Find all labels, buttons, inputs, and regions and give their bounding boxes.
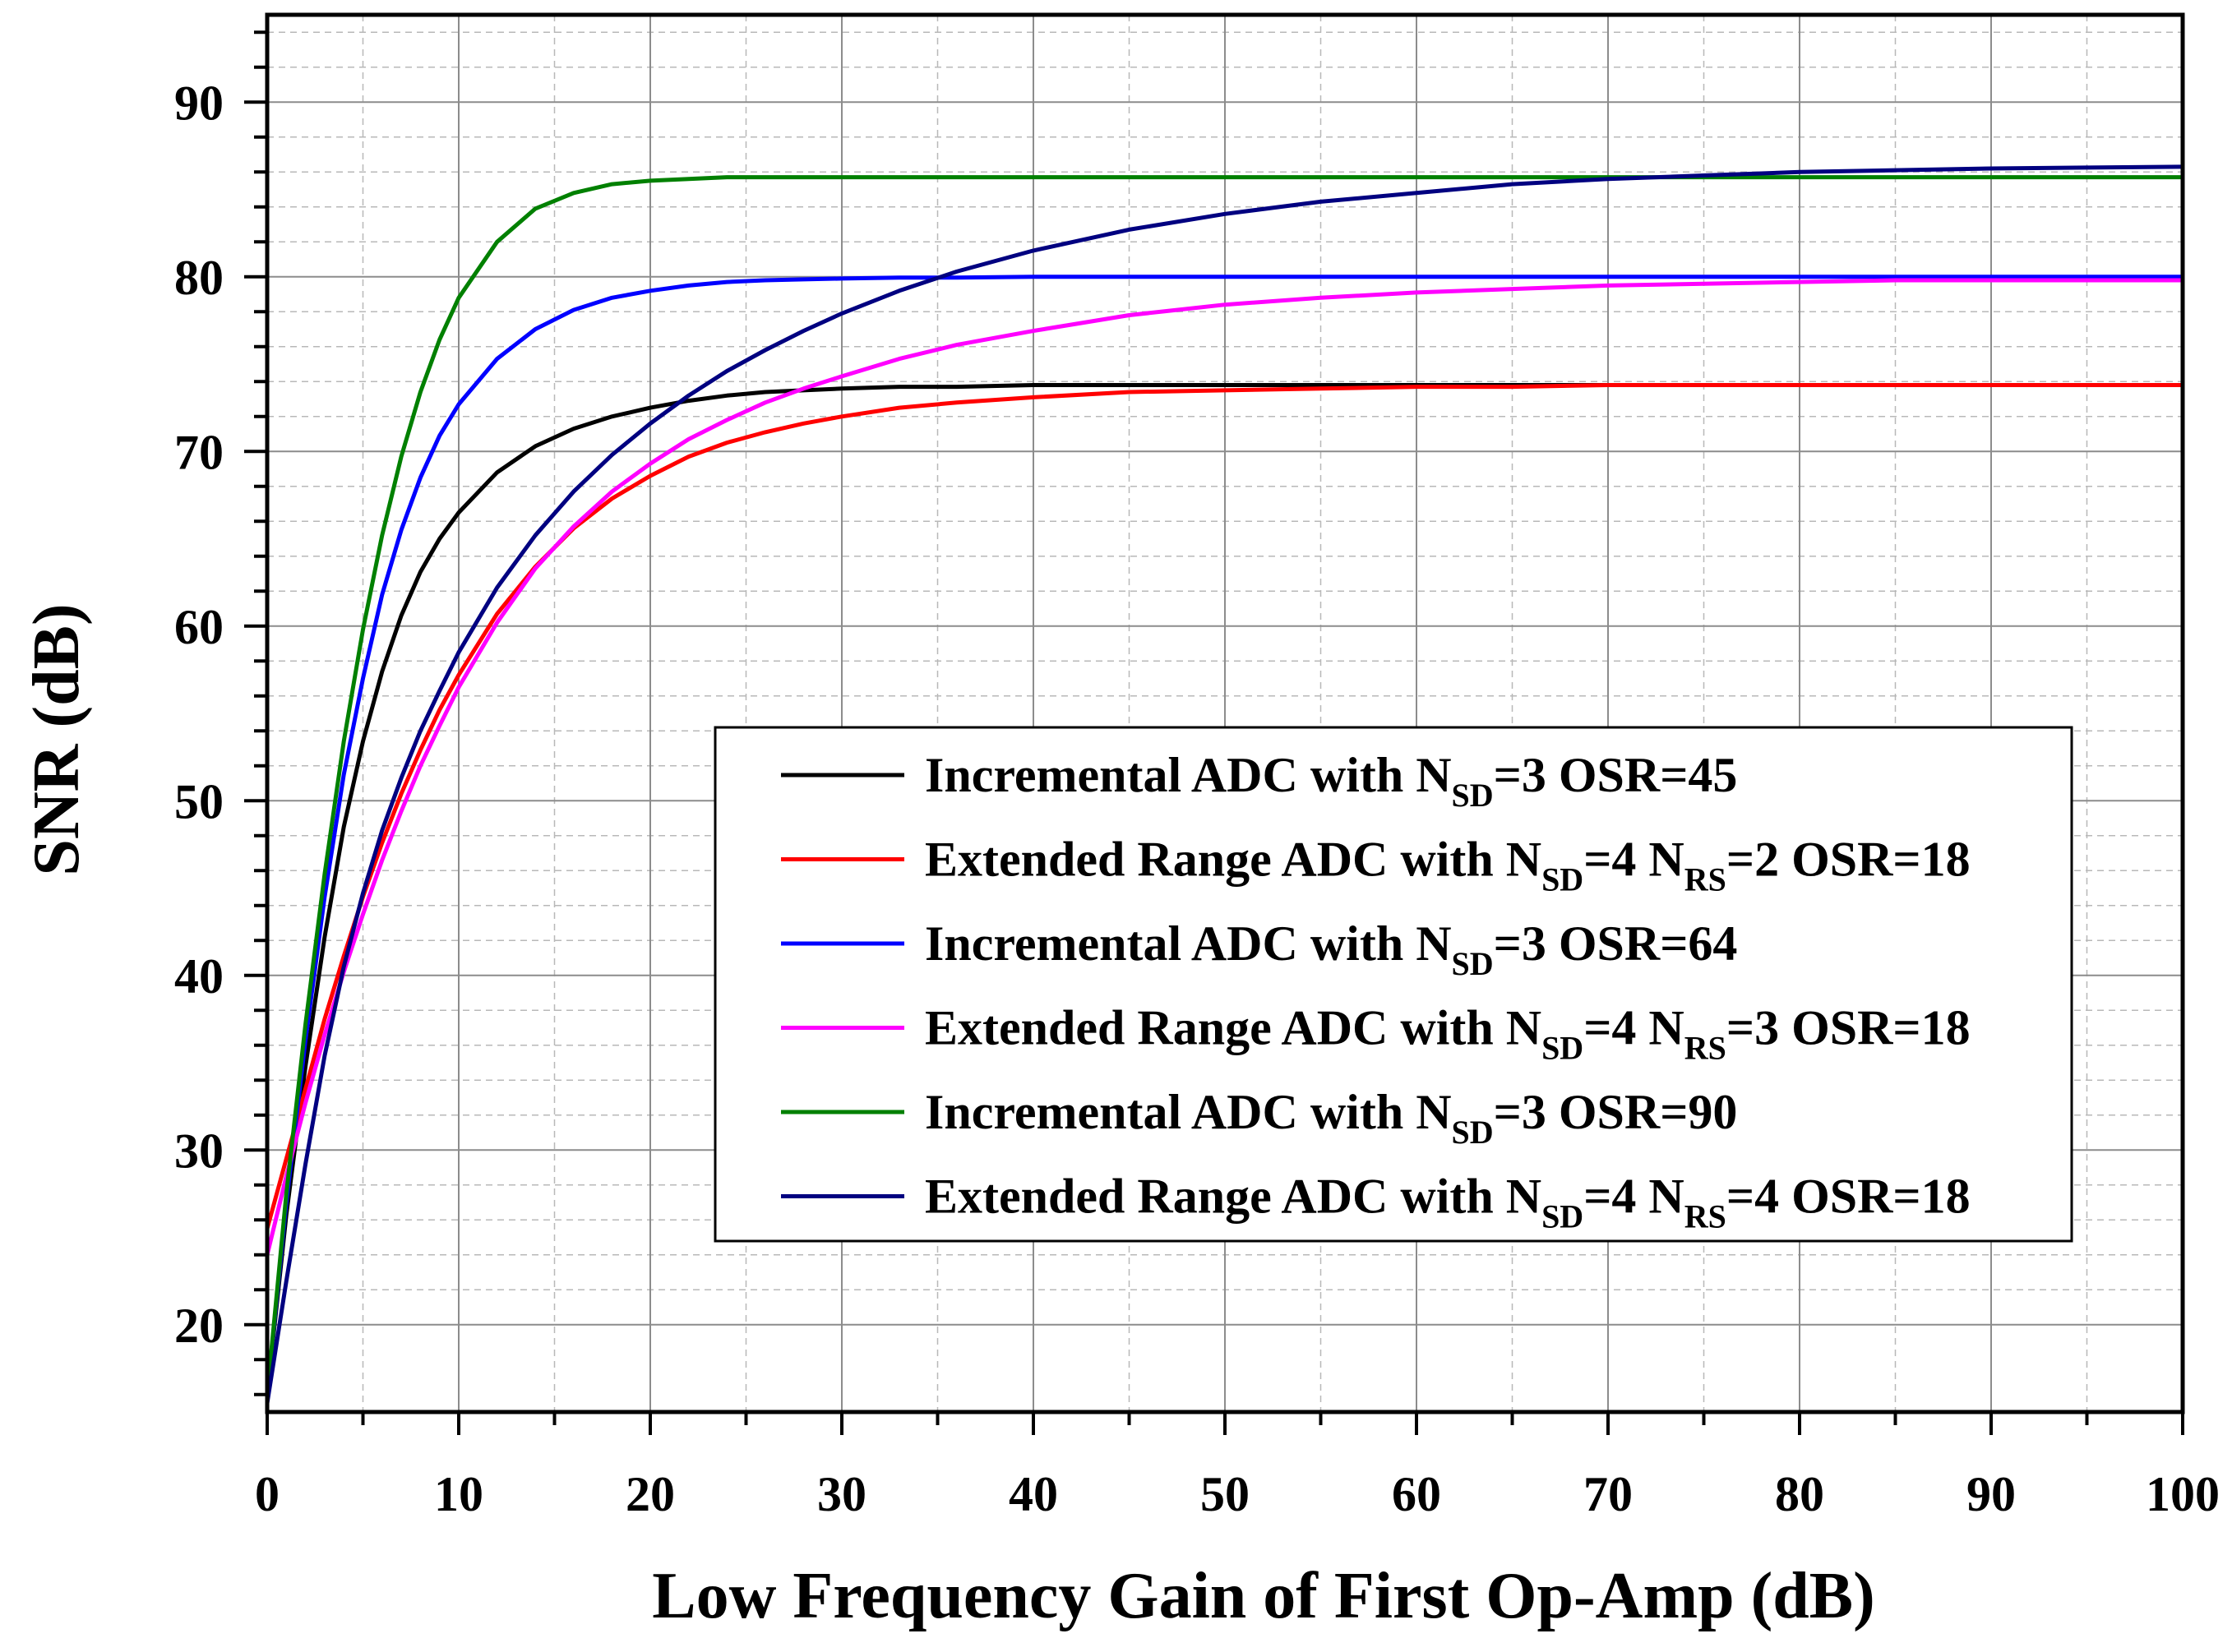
series-line-2 bbox=[265, 383, 2183, 1230]
x-tick-label: 90 bbox=[1966, 1467, 2016, 1521]
series-line-4 bbox=[265, 278, 2183, 1256]
y-tick-label: 70 bbox=[174, 425, 224, 479]
legend-label-2: Extended Range ADC with NSD=4 NRS=2 OSR=… bbox=[925, 833, 1971, 898]
y-tick-label: 80 bbox=[174, 251, 224, 305]
series-line-6 bbox=[265, 164, 2183, 1404]
y-tick-label: 90 bbox=[174, 76, 224, 130]
x-tick-label: 0 bbox=[255, 1467, 280, 1521]
legend-label-4: Extended Range ADC with NSD=4 NRS=3 OSR=… bbox=[925, 1001, 1971, 1067]
y-tick-label: 30 bbox=[174, 1124, 224, 1178]
y-tick-label: 40 bbox=[174, 949, 224, 1004]
y-tick-label: 60 bbox=[174, 600, 224, 654]
legend-label-1: Incremental ADC with NSD=3 OSR=45 bbox=[925, 748, 1737, 814]
legend-label-3: Incremental ADC with NSD=3 OSR=64 bbox=[925, 916, 1737, 982]
axis-ticks bbox=[244, 30, 2184, 1435]
legend-box bbox=[714, 726, 2073, 1243]
x-tick-label: 40 bbox=[1009, 1467, 1058, 1521]
x-tick-label: 20 bbox=[626, 1467, 675, 1521]
legend-label-6: Extended Range ADC with NSD=4 NRS=4 OSR=… bbox=[925, 1170, 1971, 1235]
x-tick-label: 50 bbox=[1200, 1467, 1250, 1521]
legend: Incremental ADC with NSD=3 OSR=45 Extende… bbox=[714, 726, 2073, 1243]
x-tick-label: 70 bbox=[1583, 1467, 1633, 1521]
x-tick-label: 80 bbox=[1775, 1467, 1824, 1521]
y-axis-title: SNR (dB) bbox=[21, 603, 93, 875]
x-tick-label: 60 bbox=[1392, 1467, 1441, 1521]
series-lines bbox=[265, 164, 2183, 1404]
x-axis-title: Low Frequency Gain of First Op-Amp (dB) bbox=[652, 1560, 1874, 1632]
x-axis-tick-labels: 0 10 20 30 40 50 60 70 80 90 100 bbox=[255, 1467, 2220, 1521]
x-tick-label: 100 bbox=[2146, 1467, 2220, 1521]
y-tick-label: 50 bbox=[174, 774, 224, 828]
x-tick-label: 10 bbox=[434, 1467, 483, 1521]
series-line-3 bbox=[265, 275, 2183, 1396]
y-tick-label: 20 bbox=[174, 1299, 224, 1353]
x-tick-label: 30 bbox=[817, 1467, 866, 1521]
legend-label-5: Incremental ADC with NSD=3 OSR=90 bbox=[925, 1085, 1737, 1151]
y-axis-tick-labels: 20 30 40 50 60 70 80 90 bbox=[174, 76, 224, 1353]
